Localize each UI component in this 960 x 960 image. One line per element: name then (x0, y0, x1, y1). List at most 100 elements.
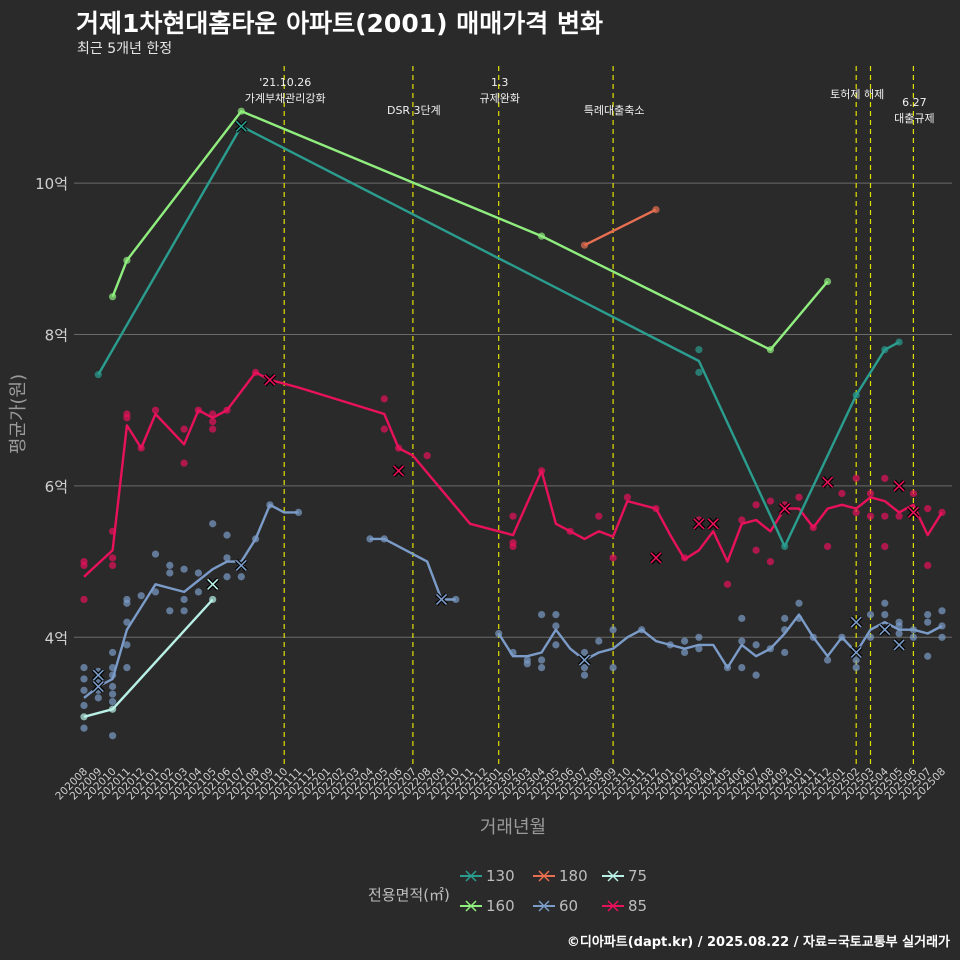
data-point (109, 554, 117, 562)
series-line (583, 208, 657, 247)
data-point (80, 595, 88, 604)
data-point (109, 732, 117, 740)
legend-title: 전용면적(㎡) (368, 886, 450, 904)
data-point (881, 512, 889, 520)
y-tick-label: 6억 (45, 478, 68, 496)
event-label: 대출규제 (894, 112, 934, 125)
data-point (580, 648, 589, 657)
y-tick-label: 4억 (45, 629, 68, 647)
cancel-marker (707, 518, 719, 530)
grid (74, 182, 952, 638)
data-point (938, 607, 946, 615)
data-point (766, 497, 775, 505)
data-point (681, 648, 689, 657)
data-point (609, 554, 617, 562)
data-point (180, 607, 188, 615)
series-60 (80, 501, 946, 740)
data-point (123, 414, 131, 422)
data-point (123, 663, 131, 672)
cancel-marker (879, 624, 891, 636)
event-label: 규제완화 (479, 92, 519, 105)
legend-item-180[interactable]: 180 (533, 866, 588, 885)
data-point (795, 493, 803, 501)
data-point (123, 641, 131, 649)
page-subtitle: 최근 5개년 한정 (77, 41, 173, 57)
y-tick-label: 10억 (35, 175, 68, 193)
data-point (695, 633, 703, 641)
data-point (924, 561, 932, 569)
data-point (895, 512, 903, 520)
data-point (109, 561, 117, 569)
event-label: 6.27 (902, 96, 927, 109)
cancel-marker (850, 646, 862, 659)
data-point (781, 648, 789, 657)
cancel-marker (92, 669, 104, 681)
data-point (166, 569, 174, 577)
legend-item-85[interactable]: 85 (602, 896, 647, 915)
data-point (924, 652, 932, 660)
cancel-marker (578, 654, 591, 666)
data-point (538, 656, 546, 664)
data-point (752, 501, 760, 509)
data-point (209, 520, 217, 528)
data-point (137, 592, 145, 600)
data-point (795, 599, 803, 607)
data-point (924, 611, 932, 619)
data-point (595, 637, 603, 645)
data-point (180, 595, 188, 604)
data-point (924, 618, 932, 626)
series-line (370, 537, 456, 601)
event-label: 토허제 해제 (830, 87, 884, 101)
data-point (194, 569, 202, 577)
series-layer (80, 107, 946, 740)
series-line (83, 371, 944, 578)
data-point (781, 614, 789, 622)
legend-item-160[interactable]: 160 (460, 896, 515, 915)
source-caption: ©디아파트(dapt.kr) / 2025.08.22 / 자료=국토교통부 실… (566, 935, 950, 950)
data-point (538, 611, 546, 619)
data-point (881, 542, 889, 551)
legend-item-60[interactable]: 60 (533, 896, 578, 915)
data-point (209, 417, 217, 426)
data-point (151, 588, 160, 596)
data-point (109, 698, 117, 706)
data-point (824, 656, 832, 664)
data-point (824, 542, 832, 551)
data-point (109, 682, 117, 691)
cancel-marker (393, 465, 405, 477)
data-point (80, 663, 88, 672)
series-75 (80, 577, 220, 721)
series-160 (109, 107, 832, 354)
data-point (909, 489, 918, 498)
data-point (509, 512, 517, 520)
cancel-marker (92, 680, 104, 693)
event-label: '21.10.26 (259, 76, 311, 89)
series-180 (580, 206, 660, 249)
data-point (924, 505, 932, 513)
cancel-marker (264, 374, 276, 386)
cancel-marker (693, 518, 705, 530)
data-point (752, 546, 760, 554)
data-point (109, 690, 117, 698)
event-label: 1.3 (491, 76, 509, 89)
data-point (623, 493, 632, 501)
legend-item-75[interactable]: 75 (602, 866, 647, 885)
x-axis-title: 거래년월 (480, 817, 546, 838)
data-point (552, 622, 560, 630)
data-point (166, 607, 174, 615)
data-point (223, 554, 231, 562)
data-point (523, 660, 531, 668)
data-point (852, 474, 860, 482)
series-line (111, 110, 829, 351)
data-point (752, 671, 760, 679)
data-point (738, 663, 746, 672)
data-point (223, 573, 231, 581)
data-point (609, 663, 617, 672)
data-point (209, 425, 217, 433)
legend-item-130[interactable]: 130 (460, 866, 515, 885)
data-point (852, 508, 860, 517)
data-point (609, 626, 617, 634)
event-label: 특례대출축소 (584, 104, 645, 117)
data-point (80, 724, 88, 732)
data-point (866, 611, 875, 619)
